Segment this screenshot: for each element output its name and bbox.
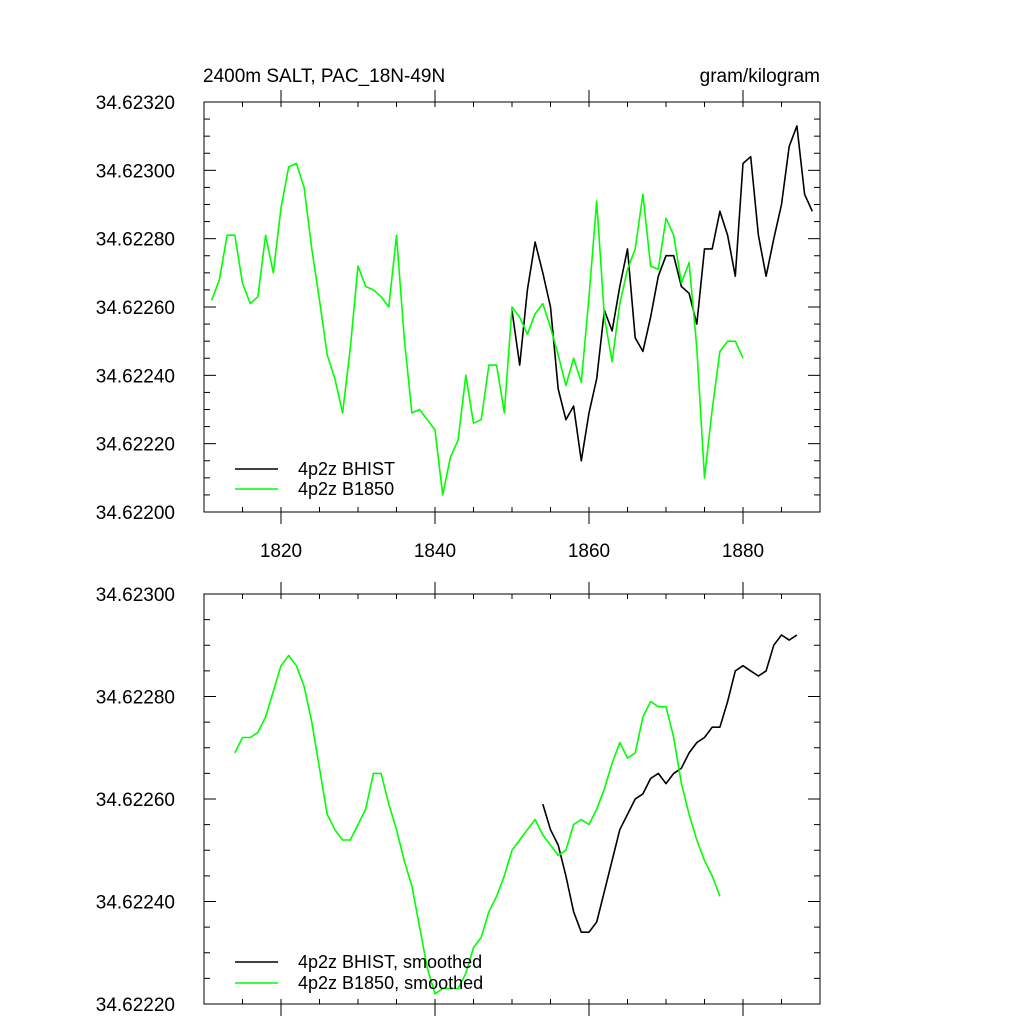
y-tick-label: 34.62280 <box>96 230 175 251</box>
x-tick-label: 1820 <box>260 541 302 562</box>
y-tick-label: 34.62240 <box>96 893 175 914</box>
y-tick-label: 34.62300 <box>96 585 175 606</box>
y-tick-label: 34.62200 <box>96 503 175 524</box>
series-line-b1850 <box>210 162 744 496</box>
y-tick-label: 34.62260 <box>96 298 175 319</box>
y-tick-label: 34.62220 <box>96 435 175 456</box>
series-line-b1850 <box>234 654 721 995</box>
panel-title: 2400m SALT, PAC_18N-49N <box>203 66 445 87</box>
legend-label: 4p2z B1850, smoothed <box>298 973 483 993</box>
y-tick-label: 34.62220 <box>96 995 175 1016</box>
y-tick-label: 34.62240 <box>96 366 175 387</box>
legend-label: 4p2z B1850 <box>298 479 394 499</box>
y-tick-label: 34.62320 <box>96 93 175 114</box>
units-label: gram/kilogram <box>700 66 820 87</box>
y-tick-label: 34.62260 <box>96 790 175 811</box>
y-tick-label: 34.62300 <box>96 161 175 182</box>
top-panel: 2400m SALT, PAC_18N-49N gram/kilogram 18… <box>96 66 821 562</box>
legend-label: 4p2z BHIST, smoothed <box>298 952 482 972</box>
x-tick-label: 1880 <box>722 541 764 562</box>
series-line-bhist <box>511 125 814 462</box>
series-line-bhist <box>542 634 798 934</box>
y-tick-label: 34.62280 <box>96 688 175 709</box>
x-tick-label: 1840 <box>414 541 456 562</box>
legend-label: 4p2z BHIST <box>298 459 395 479</box>
plot-frame <box>203 593 821 1005</box>
x-tick-label: 1860 <box>568 541 610 562</box>
bottom-panel: 34.62220 34.62240 34.62260 34.62280 34.62300… <box>96 582 821 1016</box>
